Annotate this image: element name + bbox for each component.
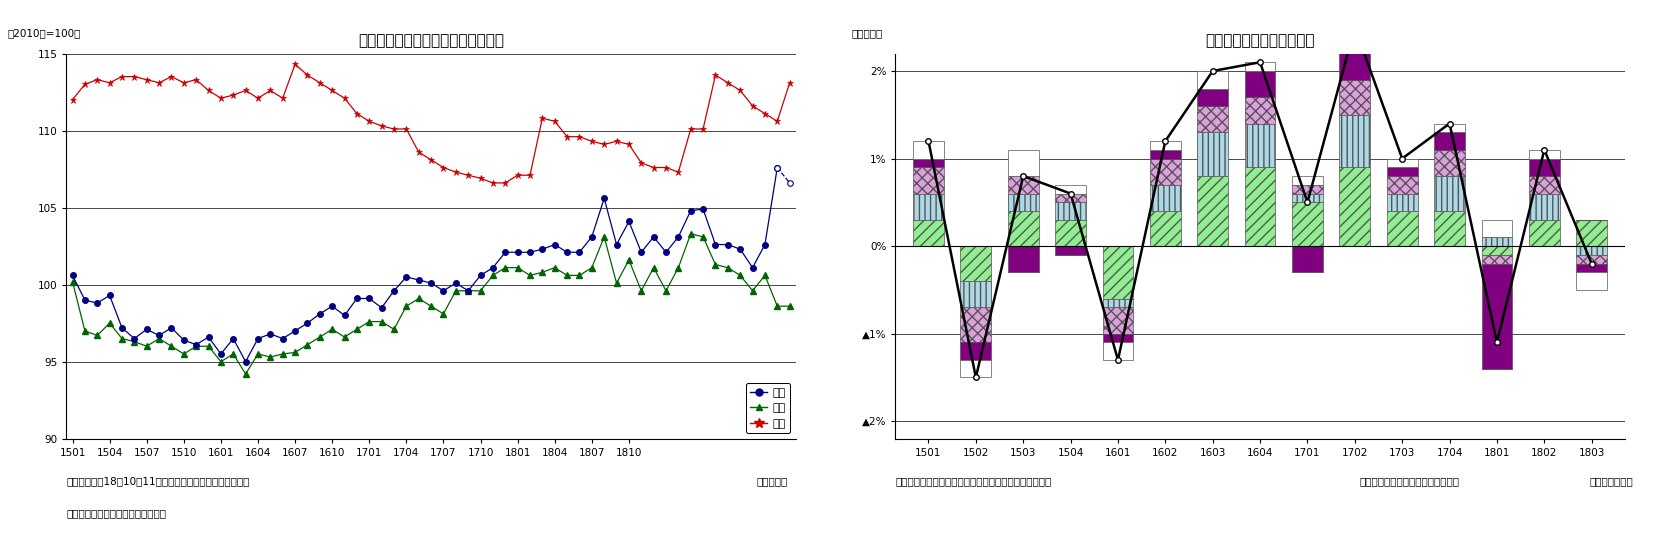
Bar bbox=[1054, 202, 1085, 220]
Bar bbox=[1102, 308, 1133, 334]
Bar bbox=[1433, 132, 1465, 150]
Bar bbox=[1528, 176, 1559, 194]
Bar bbox=[913, 141, 943, 158]
Bar bbox=[1150, 150, 1180, 158]
Bar bbox=[1339, 80, 1369, 115]
Bar bbox=[1576, 272, 1606, 290]
Bar bbox=[1433, 211, 1465, 246]
Bar bbox=[1054, 185, 1085, 194]
Bar bbox=[1196, 106, 1228, 132]
Bar bbox=[1339, 115, 1369, 167]
Bar bbox=[1150, 141, 1180, 150]
Bar bbox=[1102, 299, 1133, 308]
Text: （資料）経済産業省「鉱工業指数」: （資料）経済産業省「鉱工業指数」 bbox=[66, 508, 166, 518]
Bar bbox=[1196, 132, 1228, 176]
Bar bbox=[1576, 255, 1606, 264]
Bar bbox=[1481, 255, 1511, 264]
Bar bbox=[1102, 342, 1133, 360]
Bar bbox=[1528, 220, 1559, 246]
Text: （2010年=100）: （2010年=100） bbox=[8, 28, 81, 38]
Bar bbox=[1196, 71, 1228, 88]
Bar bbox=[1196, 88, 1228, 106]
Text: （年・四半期）: （年・四半期） bbox=[1589, 476, 1632, 486]
Bar bbox=[1007, 194, 1037, 211]
Bar bbox=[913, 194, 943, 220]
Text: （資料）経済産業省「鉱工業指数」: （資料）経済産業省「鉱工業指数」 bbox=[1359, 476, 1458, 486]
Bar bbox=[1528, 194, 1559, 220]
Bar bbox=[1576, 264, 1606, 272]
Bar bbox=[1054, 246, 1085, 255]
Bar bbox=[1054, 194, 1085, 202]
Bar bbox=[959, 281, 991, 308]
Bar bbox=[1576, 220, 1606, 246]
Bar bbox=[1385, 167, 1417, 176]
Text: （前期比）: （前期比） bbox=[852, 28, 882, 38]
Bar bbox=[1528, 150, 1559, 158]
Bar bbox=[1291, 185, 1322, 194]
Bar bbox=[1385, 158, 1417, 167]
Bar bbox=[1244, 124, 1274, 167]
Bar bbox=[1007, 150, 1037, 176]
Bar bbox=[1481, 220, 1511, 238]
Bar bbox=[1528, 158, 1559, 176]
Bar bbox=[913, 167, 943, 194]
Bar bbox=[1576, 246, 1606, 255]
Bar bbox=[1244, 62, 1274, 71]
Bar bbox=[959, 246, 991, 281]
Bar bbox=[913, 220, 943, 246]
Legend: 生産, 出荷, 在庫: 生産, 出荷, 在庫 bbox=[746, 383, 790, 433]
Title: 鉱工業生産の業種別寄与度: 鉱工業生産の業種別寄与度 bbox=[1205, 33, 1314, 48]
Bar bbox=[959, 342, 991, 360]
Bar bbox=[1433, 124, 1465, 132]
Text: （注）生産の18年10、11月は製造工業生産予測指数で延長: （注）生産の18年10、11月は製造工業生産予測指数で延長 bbox=[66, 476, 250, 486]
Bar bbox=[1007, 211, 1037, 246]
Bar bbox=[959, 360, 991, 377]
Text: （年・月）: （年・月） bbox=[756, 476, 787, 486]
Bar bbox=[1150, 211, 1180, 246]
Bar bbox=[1244, 167, 1274, 246]
Bar bbox=[1385, 211, 1417, 246]
Bar bbox=[1054, 220, 1085, 246]
Bar bbox=[1291, 246, 1322, 272]
Bar bbox=[913, 158, 943, 167]
Bar bbox=[1385, 194, 1417, 211]
Bar bbox=[959, 308, 991, 342]
Text: （注）その他電気機械は電気機械、情報通信機械を合成: （注）その他電気機械は電気機械、情報通信機械を合成 bbox=[895, 476, 1051, 486]
Bar bbox=[1481, 264, 1511, 369]
Bar bbox=[1339, 27, 1369, 45]
Bar bbox=[1244, 71, 1274, 97]
Bar bbox=[1339, 167, 1369, 246]
Bar bbox=[1150, 158, 1180, 185]
Bar bbox=[1339, 45, 1369, 80]
Bar bbox=[1196, 176, 1228, 246]
Bar bbox=[1244, 97, 1274, 124]
Bar bbox=[1291, 176, 1322, 185]
Bar bbox=[1007, 176, 1037, 194]
Bar bbox=[1385, 176, 1417, 194]
Bar bbox=[1102, 334, 1133, 342]
Bar bbox=[1433, 176, 1465, 211]
Title: 鉱工業生産・出荷・在庫指数の推移: 鉱工業生産・出荷・在庫指数の推移 bbox=[358, 33, 504, 48]
Bar bbox=[1007, 246, 1037, 272]
Bar bbox=[1291, 194, 1322, 202]
Bar bbox=[1481, 246, 1511, 255]
Bar bbox=[1291, 202, 1322, 246]
Bar bbox=[1102, 246, 1133, 299]
Bar bbox=[1481, 238, 1511, 246]
Bar bbox=[1150, 185, 1180, 211]
Bar bbox=[1433, 150, 1465, 176]
